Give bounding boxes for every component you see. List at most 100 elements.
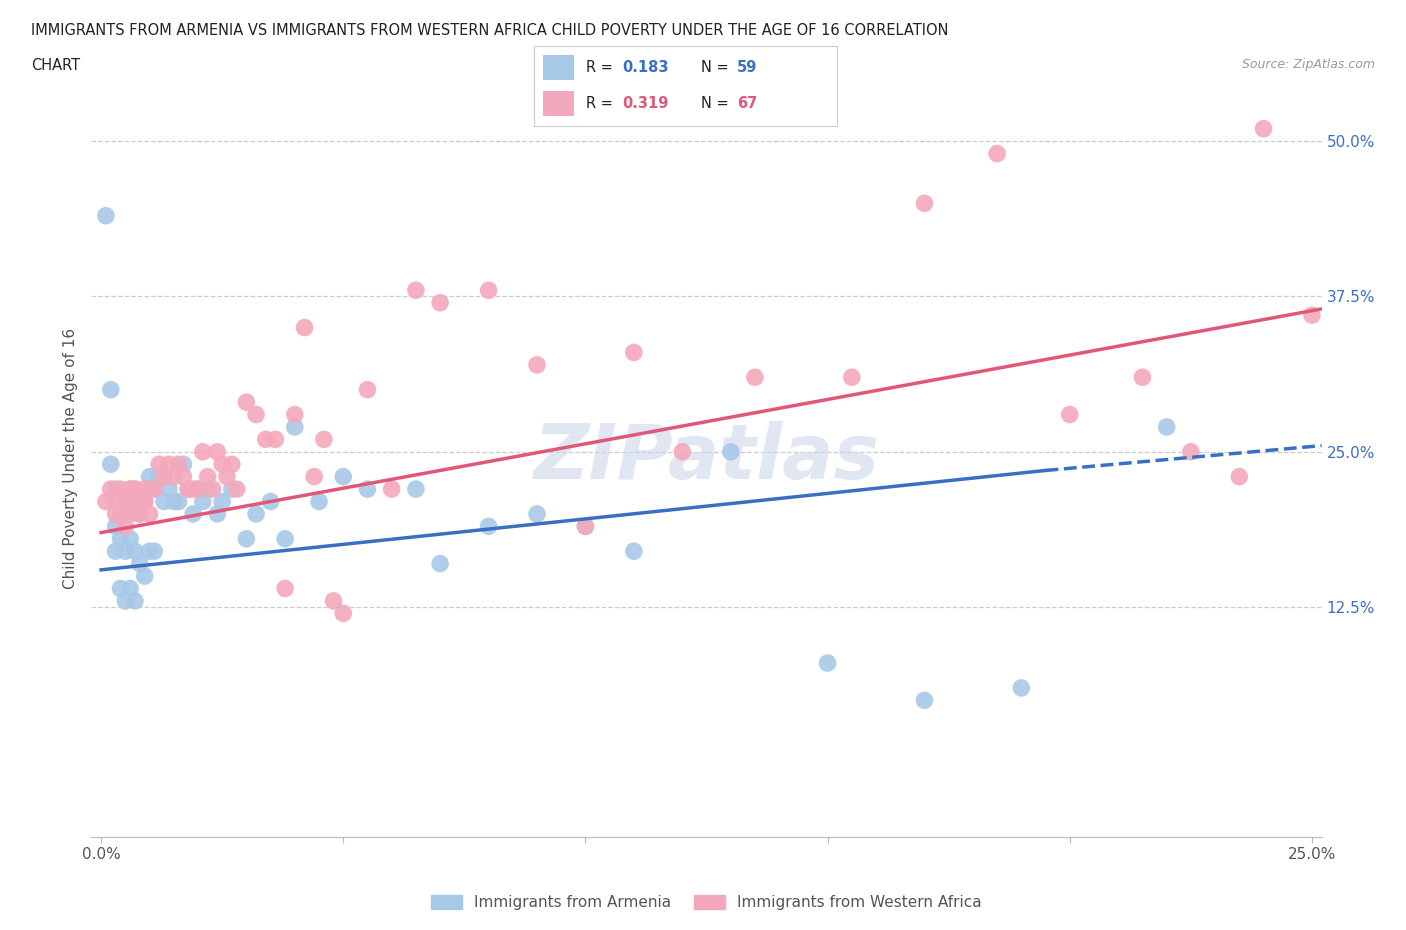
Text: Source: ZipAtlas.com: Source: ZipAtlas.com — [1241, 58, 1375, 71]
Point — [841, 370, 863, 385]
Point — [124, 494, 146, 509]
Point — [153, 470, 176, 485]
Legend: Immigrants from Armenia, Immigrants from Western Africa: Immigrants from Armenia, Immigrants from… — [425, 889, 988, 917]
Point — [128, 507, 150, 522]
Point — [94, 494, 117, 509]
Point — [302, 470, 325, 485]
Point — [207, 445, 229, 459]
Point — [274, 581, 297, 596]
Point — [235, 531, 257, 546]
Point — [120, 581, 142, 596]
Point — [167, 494, 190, 509]
Point — [201, 482, 224, 497]
Point — [143, 544, 166, 559]
Point — [574, 519, 596, 534]
Point — [172, 470, 194, 485]
Point — [181, 482, 204, 497]
Point — [110, 531, 132, 546]
Point — [671, 445, 693, 459]
Point — [332, 470, 354, 485]
Point — [429, 295, 451, 310]
Point — [110, 482, 132, 497]
Point — [526, 357, 548, 372]
Text: ZIPatlas: ZIPatlas — [533, 421, 880, 495]
Point — [914, 196, 936, 211]
Point — [221, 457, 243, 472]
Point — [124, 482, 146, 497]
Text: IMMIGRANTS FROM ARMENIA VS IMMIGRANTS FROM WESTERN AFRICA CHILD POVERTY UNDER TH: IMMIGRANTS FROM ARMENIA VS IMMIGRANTS FR… — [31, 23, 949, 38]
Point — [148, 457, 170, 472]
Point — [143, 482, 166, 497]
Point — [114, 494, 136, 509]
Point — [187, 482, 209, 497]
Point — [120, 531, 142, 546]
Point — [356, 482, 378, 497]
Point — [114, 593, 136, 608]
Text: 67: 67 — [737, 96, 756, 111]
Point — [167, 457, 190, 472]
Point — [153, 494, 176, 509]
Point — [574, 519, 596, 534]
Point — [381, 482, 404, 497]
Text: 0.319: 0.319 — [621, 96, 668, 111]
Text: N =: N = — [700, 60, 733, 75]
Text: N =: N = — [700, 96, 733, 111]
Point — [211, 494, 233, 509]
Point — [163, 494, 186, 509]
Point — [623, 544, 645, 559]
Point — [124, 544, 146, 559]
Point — [157, 457, 180, 472]
Point — [128, 507, 150, 522]
Point — [245, 507, 267, 522]
Point — [356, 382, 378, 397]
Text: 0.183: 0.183 — [621, 60, 668, 75]
Text: R =: R = — [586, 96, 617, 111]
Point — [312, 432, 335, 446]
Point — [100, 482, 122, 497]
Point — [124, 593, 146, 608]
Point — [138, 470, 160, 485]
Point — [254, 432, 277, 446]
Point — [429, 556, 451, 571]
Point — [1253, 121, 1275, 136]
Point — [1059, 407, 1081, 422]
Point — [120, 507, 142, 522]
Y-axis label: Child Poverty Under the Age of 16: Child Poverty Under the Age of 16 — [62, 327, 77, 589]
Point — [477, 283, 499, 298]
Point — [1156, 419, 1178, 434]
Point — [104, 494, 127, 509]
Point — [128, 556, 150, 571]
Point — [284, 419, 307, 434]
Point — [197, 470, 219, 485]
Point — [744, 370, 766, 385]
Point — [405, 283, 427, 298]
Point — [215, 470, 238, 485]
Point — [104, 544, 127, 559]
Point — [308, 494, 330, 509]
Point — [110, 581, 132, 596]
Point — [157, 482, 180, 497]
Point — [114, 544, 136, 559]
Point — [177, 482, 200, 497]
Point — [1132, 370, 1154, 385]
Point — [172, 457, 194, 472]
Point — [191, 445, 214, 459]
Point — [720, 445, 742, 459]
Point — [138, 482, 160, 497]
Point — [110, 507, 132, 522]
Point — [526, 507, 548, 522]
Point — [284, 407, 307, 422]
Point — [332, 606, 354, 621]
Point — [100, 382, 122, 397]
Point — [128, 494, 150, 509]
Point — [405, 482, 427, 497]
Point — [245, 407, 267, 422]
Point — [104, 519, 127, 534]
Point — [104, 507, 127, 522]
Point — [134, 494, 156, 509]
Point — [138, 507, 160, 522]
Text: R =: R = — [586, 60, 617, 75]
Point — [294, 320, 316, 335]
Point — [1010, 681, 1032, 696]
Point — [221, 482, 243, 497]
